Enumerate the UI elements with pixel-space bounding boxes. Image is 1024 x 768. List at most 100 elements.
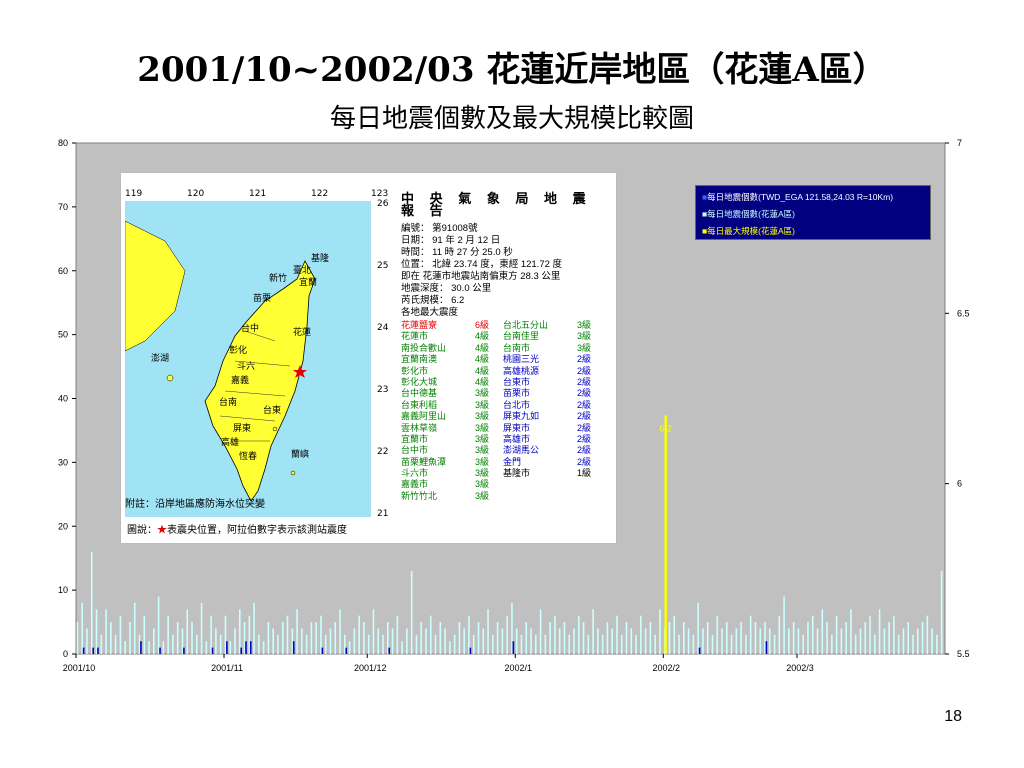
intensity-station: 高雄桃源 (503, 365, 540, 376)
map-place-label: 臺北 (293, 265, 312, 275)
map-place-label: 嘉義 (231, 375, 250, 385)
intensity-row: 台東利稻 3級 台北市 2級 (401, 399, 611, 410)
map-place-label: 台中 (241, 323, 260, 333)
intensity-row: 彰化市 4級 高雄桃源 2級 (401, 365, 611, 376)
intensity-row: 台中市 3級 澎湖馬公 2級 (401, 444, 611, 455)
intensity-station: 宜蘭南澳 (401, 354, 438, 365)
intensity-station: 嘉義阿里山 (401, 411, 447, 422)
x-tick-label: 2001/12 (354, 663, 387, 673)
intensity-row: 花蓮市 4級 台南佳里 3級 (401, 330, 611, 341)
map-place-label: 基隆 (311, 253, 330, 263)
y-left-tick-label: 30 (58, 457, 68, 467)
report-line: 各地最大震度 (401, 307, 459, 318)
intensity-station: 台東市 (503, 376, 531, 387)
intensity-station: 宜蘭市 (401, 433, 429, 444)
y-left-tick-label: 20 (58, 521, 68, 531)
report-info: 中 央 氣 象 局 地 震 報 告 編號： 第91008號 日期： 91 年 2 … (401, 192, 611, 501)
intensity-row: 雲林草嶺 3級 屏東市 2級 (401, 422, 611, 433)
y-right-tick-label: 7 (957, 138, 962, 148)
longitude-label: 122 (311, 189, 329, 199)
latitude-label: 26 (377, 199, 389, 209)
star-icon: ★ (157, 525, 167, 536)
intensity-station: 台北市 (503, 399, 531, 410)
intensity-level: 3級 (475, 422, 490, 433)
intensity-level: 4級 (475, 342, 490, 353)
report-line: 即在 花蓮市地震站南偏東方 28.3 公里 (401, 271, 561, 282)
chart-legend: ■每日地震個數(TWD_EGA 121.58,24.03 R=10Km) ■每日… (695, 185, 931, 240)
intensity-level: 3級 (475, 490, 490, 501)
intensity-level: 3級 (475, 479, 490, 490)
intensity-level: 4級 (475, 331, 490, 342)
intensity-row: 嘉義阿里山 3級 屏東九如 2級 (401, 410, 611, 421)
report-line: 日期： 91 年 2 月 12 日 (401, 235, 501, 246)
report-legend-note: 圖說：★表震央位置，阿拉伯數字表示該測站震度 (127, 521, 347, 536)
intensity-level: 2級 (577, 433, 592, 444)
intensity-station: 台南市 (503, 342, 531, 353)
legend-item-area: ■每日地震個數(花蓮A區) (702, 209, 795, 219)
intensity-level: 3級 (475, 388, 490, 399)
intensity-level: 3級 (577, 320, 592, 330)
y-right-tick-label: 6.5 (957, 308, 970, 318)
legend-item-max: ■每日最大規模(花蓮A區) (702, 226, 795, 236)
intensity-station: 台東利稻 (401, 399, 438, 410)
intensity-level: 2級 (577, 365, 592, 376)
latitude-label: 25 (377, 261, 389, 271)
map-place-label: 斗六 (237, 361, 256, 371)
y-left-tick-label: 80 (58, 138, 68, 148)
intensity-level: 3級 (475, 468, 490, 479)
intensity-level: 1級 (577, 468, 592, 479)
intensity-station: 澎湖馬公 (503, 445, 540, 456)
map-place-label: 澎湖 (151, 353, 170, 363)
y-right-tick-label: 5.5 (957, 649, 970, 659)
map-place-label: 恆春 (239, 451, 258, 461)
intensity-station: 南投合歡山 (401, 342, 447, 353)
legend-note-prefix: 圖說： (127, 525, 157, 536)
peak-magnitude-label: 6.2 (659, 424, 672, 434)
y-left-tick-label: 70 (58, 202, 68, 212)
intensity-level: 3級 (577, 331, 592, 342)
longitude-label: 121 (249, 189, 267, 199)
intensity-level: 3級 (475, 399, 490, 410)
intensity-row: 斗六市 3級 基隆市 1級 (401, 467, 611, 478)
latitude-label: 21 (377, 509, 389, 519)
latitude-label: 24 (377, 323, 389, 333)
intensity-level: 3級 (475, 445, 490, 456)
intensity-row: 宜蘭南澳 4級 桃園三光 2級 (401, 353, 611, 364)
intensity-station: 斗六市 (401, 468, 429, 479)
intensity-station: 桃園三光 (503, 354, 540, 365)
longitude-label: 120 (187, 189, 205, 199)
intensity-station: 屏東九如 (503, 411, 540, 422)
intensity-level: 2級 (577, 399, 592, 410)
y-left-tick-label: 40 (58, 394, 68, 404)
intensity-level: 2級 (577, 422, 592, 433)
x-tick-label: 2001/10 (63, 663, 96, 673)
y-left-tick-label: 0 (63, 649, 68, 659)
intensity-level: 2級 (577, 376, 592, 387)
y-left-tick-label: 10 (58, 585, 68, 595)
intensity-station: 苗栗市 (503, 388, 531, 399)
taiwan-map-drawing (125, 220, 316, 502)
x-tick-label: 2002/2 (653, 663, 681, 673)
legend-item-total: ■每日地震個數(TWD_EGA 121.58,24.03 R=10Km) (702, 192, 894, 202)
latitude-label: 23 (377, 385, 389, 395)
latitude-label: 22 (377, 447, 389, 457)
intensity-level: 2級 (577, 388, 592, 399)
intensity-station: 基隆市 (503, 468, 531, 479)
intensity-station: 台北五分山 (503, 320, 549, 330)
report-note: 附註：沿岸地區應防海水位突變 (125, 499, 265, 510)
map-place-label: 新竹 (269, 273, 288, 283)
intensity-level: 4級 (475, 354, 490, 365)
intensity-station: 彰化大城 (401, 376, 438, 387)
report-line: 編號： 第91008號 (401, 223, 478, 234)
x-tick-label: 2002/3 (786, 663, 814, 673)
intensity-row: 彰化大城 4級 台東市 2級 (401, 376, 611, 387)
epicenter-star-icon (293, 365, 307, 378)
report-lines: 編號： 第91008號 日期： 91 年 2 月 12 日時間： 11 時 27 … (401, 223, 611, 319)
intensity-station: 金門 (503, 456, 522, 467)
intensity-level: 2級 (577, 411, 592, 422)
page-subtitle: 每日地震個數及最大規模比較圖 (329, 104, 694, 134)
intensity-station: 新竹竹北 (401, 490, 438, 501)
map-place-label: 花蓮 (293, 327, 312, 337)
intensity-station: 花蓮市 (401, 331, 429, 342)
intensity-level (577, 478, 605, 489)
